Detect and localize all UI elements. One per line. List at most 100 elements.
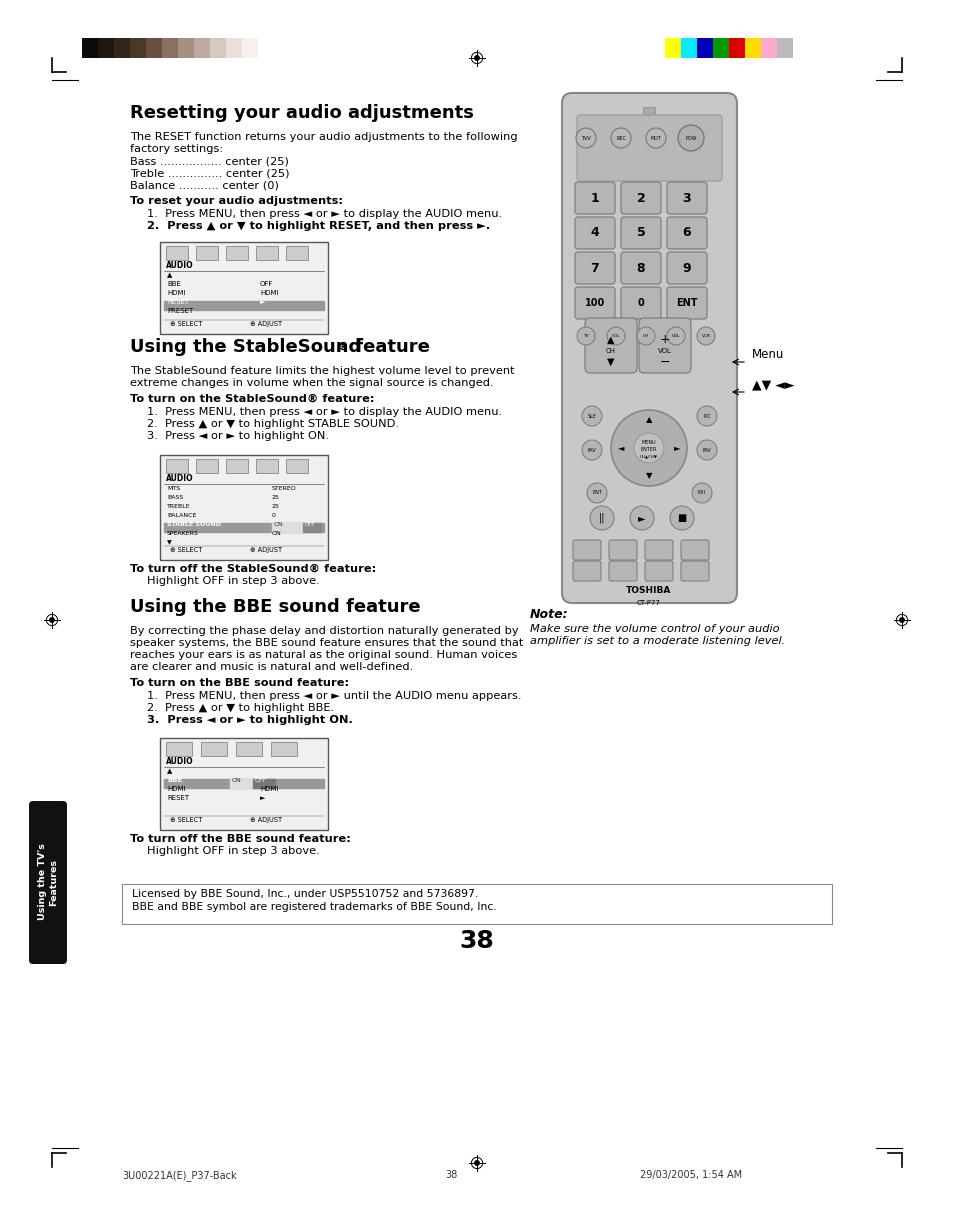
Text: Note:: Note:	[530, 608, 568, 621]
Text: SLE: SLE	[587, 413, 596, 419]
FancyBboxPatch shape	[666, 252, 706, 285]
Text: ►: ►	[638, 513, 645, 523]
Text: To turn off the StableSound® feature:: To turn off the StableSound® feature:	[130, 564, 375, 574]
Text: TREBLE: TREBLE	[167, 504, 191, 509]
Text: ▼: ▼	[167, 540, 172, 545]
Text: 1.  Press MENU, then press ◄ or ► to display the AUDIO menu.: 1. Press MENU, then press ◄ or ► to disp…	[147, 407, 501, 417]
Bar	[286, 246, 308, 260]
Text: 6: 6	[682, 226, 691, 240]
Circle shape	[678, 125, 703, 151]
Bar	[271, 742, 296, 756]
Text: STEREO: STEREO	[272, 486, 296, 490]
Text: AUDIO: AUDIO	[166, 262, 193, 270]
Text: 1: 1	[590, 191, 598, 205]
Text: ⊕ SELECT: ⊕ SELECT	[170, 321, 202, 327]
Bar	[303, 523, 320, 532]
FancyBboxPatch shape	[644, 540, 672, 559]
FancyBboxPatch shape	[620, 252, 660, 285]
Circle shape	[637, 327, 655, 345]
Bar	[680, 38, 697, 58]
Circle shape	[666, 327, 684, 345]
Text: AUDIO: AUDIO	[166, 757, 193, 767]
Text: HDMI: HDMI	[260, 786, 278, 792]
Text: CH: CH	[642, 334, 648, 338]
Bar	[166, 742, 192, 756]
Text: 2: 2	[636, 191, 644, 205]
Text: 2.  Press ▲ or ▼ to highlight BBE.: 2. Press ▲ or ▼ to highlight BBE.	[147, 704, 334, 713]
FancyBboxPatch shape	[608, 561, 637, 581]
Bar	[230, 779, 252, 788]
Bar	[82, 38, 98, 58]
Bar	[760, 38, 776, 58]
Text: 0: 0	[272, 513, 275, 518]
Text: TVV: TVV	[580, 136, 590, 140]
Bar	[162, 38, 178, 58]
Bar	[253, 779, 274, 788]
Text: 2.  Press ▲ or ▼ to highlight RESET, and then press ►.: 2. Press ▲ or ▼ to highlight RESET, and …	[147, 220, 490, 231]
Bar	[272, 523, 302, 532]
Circle shape	[645, 128, 665, 148]
Text: ▼: ▼	[607, 357, 614, 367]
Bar	[166, 459, 188, 474]
Bar	[257, 38, 274, 58]
Text: VOL: VOL	[671, 334, 679, 338]
Text: BBE: BBE	[167, 777, 182, 784]
Circle shape	[576, 128, 596, 148]
Bar	[195, 459, 218, 474]
Text: Make sure the volume control of your audio: Make sure the volume control of your aud…	[530, 624, 779, 635]
Text: ⊕ SELECT: ⊕ SELECT	[170, 547, 202, 553]
Text: COL: COL	[611, 334, 619, 338]
FancyBboxPatch shape	[584, 318, 637, 373]
Text: 3.  Press ◄ or ► to highlight ON.: 3. Press ◄ or ► to highlight ON.	[147, 431, 329, 441]
Circle shape	[691, 483, 711, 503]
Bar	[712, 38, 728, 58]
Text: Balance ........... center (0): Balance ........... center (0)	[130, 180, 278, 191]
Text: ▲: ▲	[645, 415, 652, 425]
FancyBboxPatch shape	[639, 318, 690, 373]
Bar	[130, 38, 146, 58]
Bar	[98, 38, 113, 58]
FancyBboxPatch shape	[608, 540, 637, 559]
Text: CT-P77: CT-P77	[637, 599, 660, 606]
FancyBboxPatch shape	[575, 182, 615, 214]
Text: BBE: BBE	[167, 281, 181, 287]
Text: +: +	[659, 333, 670, 346]
Text: −: −	[659, 356, 670, 369]
Text: Highlight OFF in step 3 above.: Highlight OFF in step 3 above.	[147, 576, 319, 586]
Text: Using the StableSound: Using the StableSound	[130, 338, 361, 356]
Bar	[160, 242, 328, 334]
Text: HDMI: HDMI	[167, 289, 185, 295]
Bar	[697, 38, 712, 58]
Text: ▲: ▲	[607, 335, 614, 345]
Text: CH▲CH▼: CH▲CH▼	[639, 455, 658, 459]
Text: Bass ................. center (25): Bass ................. center (25)	[130, 157, 289, 167]
Text: extreme changes in volume when the signal source is changed.: extreme changes in volume when the signa…	[130, 378, 493, 388]
Text: ⊕ ADJUST: ⊕ ADJUST	[250, 321, 282, 327]
Bar	[164, 779, 324, 788]
Text: VOL: VOL	[658, 348, 671, 354]
Bar	[776, 38, 792, 58]
Bar	[201, 742, 227, 756]
Circle shape	[610, 411, 686, 486]
Text: 5: 5	[636, 226, 644, 240]
Text: POW: POW	[684, 136, 696, 140]
Text: Menu: Menu	[751, 348, 783, 361]
Text: CH: CH	[605, 348, 616, 354]
FancyBboxPatch shape	[575, 252, 615, 285]
Bar	[226, 246, 248, 260]
Text: ON: ON	[232, 777, 241, 784]
Text: ®: ®	[337, 342, 348, 352]
Text: ◄: ◄	[618, 443, 623, 453]
Circle shape	[586, 483, 606, 503]
Circle shape	[581, 440, 601, 460]
Text: Licensed by BBE Sound, Inc., under USP5510752 and 5736897.: Licensed by BBE Sound, Inc., under USP55…	[132, 889, 477, 899]
Bar	[164, 302, 324, 310]
Text: feature: feature	[349, 338, 430, 356]
Text: The StableSound feature limits the highest volume level to prevent: The StableSound feature limits the highe…	[130, 366, 514, 375]
Circle shape	[475, 56, 478, 61]
Bar	[235, 742, 262, 756]
FancyBboxPatch shape	[620, 182, 660, 214]
Circle shape	[577, 327, 595, 345]
FancyBboxPatch shape	[666, 217, 706, 249]
Text: factory settings:: factory settings:	[130, 144, 223, 154]
